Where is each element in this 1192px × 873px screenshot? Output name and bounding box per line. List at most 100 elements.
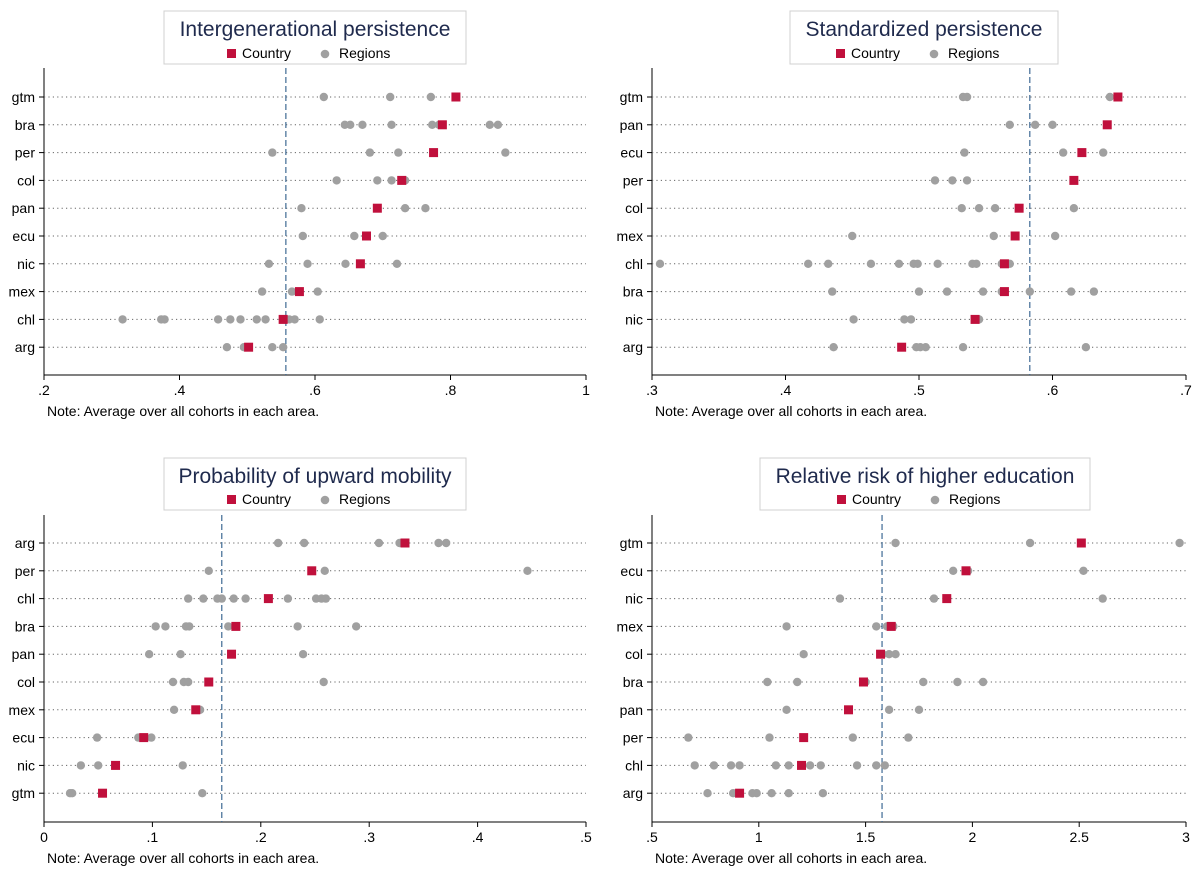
region-point: [1079, 566, 1088, 575]
x-tick-label: .3: [646, 382, 658, 398]
country-marker: [244, 342, 254, 352]
x-tick-label: .4: [174, 382, 186, 398]
region-point: [168, 677, 178, 687]
region-point: [900, 315, 909, 324]
x-tick-label: 1: [755, 829, 763, 845]
region-point: [1058, 148, 1068, 157]
region-point: [341, 259, 350, 268]
legend-regions-label: Regions: [339, 491, 390, 507]
region-point: [767, 789, 776, 798]
title-box: [759, 457, 1091, 511]
region-point: [930, 176, 940, 185]
x-tick-label: .5: [913, 382, 925, 398]
region-point: [161, 622, 170, 631]
region-point: [287, 287, 297, 296]
country-marker: [191, 705, 201, 715]
region-point: [144, 650, 154, 659]
region-point: [690, 761, 699, 770]
x-tick-label: 1.5: [856, 829, 876, 845]
region-point: [169, 705, 179, 714]
country-marker: [204, 677, 214, 687]
category-label: ecu: [12, 228, 35, 244]
region-point: [198, 789, 207, 798]
category-label: arg: [623, 339, 643, 355]
country-marker: [355, 259, 365, 269]
x-tick-label: .2: [255, 829, 267, 845]
region-point: [891, 650, 900, 659]
country-marker: [1077, 148, 1087, 158]
region-point: [1099, 148, 1108, 157]
category-label: gtm: [12, 785, 35, 801]
region-point: [183, 594, 193, 603]
country-marker: [139, 733, 149, 743]
legend-country-label: Country: [242, 491, 291, 507]
category-label: ecu: [620, 563, 643, 579]
region-point: [929, 594, 939, 603]
legend-regions-label: Regions: [339, 45, 390, 61]
country-marker: [111, 760, 121, 770]
country-marker: [961, 566, 971, 576]
region-point: [394, 148, 403, 157]
region-point: [1105, 92, 1115, 102]
region-point: [321, 594, 331, 603]
region-point: [1066, 287, 1076, 296]
region-point: [972, 259, 981, 268]
category-label: ecu: [620, 145, 643, 161]
x-tick-label: 0: [40, 829, 48, 845]
region-point: [373, 176, 382, 185]
note-text: Note: Average over all cohorts in each a…: [47, 850, 319, 866]
category-label: arg: [15, 339, 35, 355]
region-point: [176, 650, 185, 659]
region-point: [523, 566, 532, 575]
region-point: [298, 650, 308, 659]
category-label: per: [623, 172, 644, 188]
region-point: [957, 204, 966, 213]
region-point: [684, 733, 693, 742]
legend: Country Regions: [836, 45, 999, 61]
region-point: [735, 761, 744, 770]
region-point: [703, 789, 712, 798]
country-marker: [858, 677, 868, 687]
country-marker: [1069, 175, 1079, 185]
region-point: [303, 259, 312, 268]
region-point: [94, 761, 103, 770]
region-point: [978, 287, 988, 296]
category-label: pan: [620, 702, 643, 718]
country-marker: [1014, 203, 1024, 213]
category-label: bra: [15, 117, 35, 133]
country-marker: [429, 148, 439, 158]
legend: Country Regions: [227, 491, 390, 507]
region-point: [241, 594, 250, 603]
x-tick-label: .6: [1047, 382, 1059, 398]
country-marker: [278, 314, 288, 324]
x-tick-label: 1: [582, 382, 590, 398]
region-point: [880, 761, 890, 770]
country-marker: [886, 621, 896, 631]
region-point: [752, 789, 761, 798]
region-point: [1175, 538, 1184, 548]
region-point: [160, 315, 169, 324]
category-label: col: [17, 674, 35, 690]
category-label: gtm: [620, 89, 643, 105]
legend-country-marker: [227, 495, 236, 504]
region-point: [264, 259, 274, 268]
country-marker: [999, 287, 1009, 297]
category-label: bra: [623, 674, 643, 690]
country-marker: [451, 92, 461, 102]
region-point: [283, 594, 293, 603]
region-point: [933, 259, 942, 268]
region-point: [213, 315, 223, 324]
region-point: [891, 538, 900, 548]
country-marker: [970, 314, 980, 324]
panel-1: Intergenerational persistence Country Regi…: [9, 10, 590, 419]
title-box: [163, 457, 467, 511]
category-label: nic: [625, 311, 643, 327]
region-point: [894, 259, 904, 268]
region-point: [229, 594, 238, 603]
panel-title: Standardized persistence: [806, 18, 1043, 41]
category-label: mex: [9, 284, 35, 300]
region-point: [960, 148, 969, 157]
category-label: bra: [623, 284, 643, 300]
region-point: [1005, 120, 1014, 129]
